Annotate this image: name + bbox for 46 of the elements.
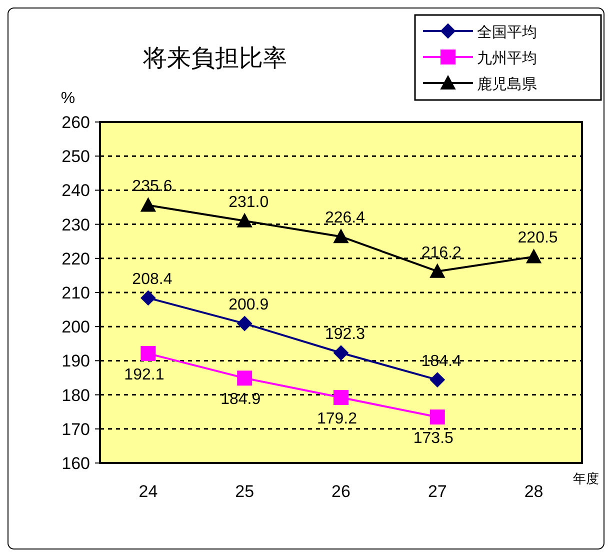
y-tick-label: 200 [62,318,90,337]
point [237,213,252,228]
data-label: 184.4 [421,352,462,370]
x-axis-title: 年度 [573,471,599,486]
y-tick-label: 250 [62,147,90,166]
point [237,370,252,386]
point [334,390,348,406]
x-tick-label: 24 [138,482,158,501]
point [140,198,156,212]
point [430,264,445,278]
legend-label: 全国平均 [477,24,537,41]
x-tick-label: 26 [332,482,350,501]
data-label: 231.0 [228,194,269,211]
data-label: 179.2 [316,410,358,428]
point [526,249,542,264]
x-tick-label: 27 [428,482,447,501]
data-label: 226.4 [324,210,366,227]
legend-label: 九州平均 [477,50,537,67]
data-label: 173.5 [413,430,454,447]
data-label: 216.2 [421,244,462,262]
y-tick-label: 160 [62,454,90,473]
point [334,345,348,360]
y-tick-label: 240 [62,181,90,200]
y-tick-label: 190 [62,352,90,371]
y-tick-label: 260 [62,113,90,132]
legend-label: 鹿児島県 [477,76,537,93]
data-label: 220.5 [518,230,558,247]
y-tick-label: 220 [62,249,90,268]
point [140,290,156,306]
data-label: 208.4 [132,270,172,288]
data-label: 200.9 [228,296,269,314]
point [334,229,348,244]
data-label: 192.3 [324,326,366,343]
y-tick-label: 210 [62,284,90,302]
point [140,346,156,362]
y-axis-title: % [60,90,76,107]
point [430,409,445,424]
x-tick-label: 25 [235,482,254,501]
data-label: 192.1 [124,366,164,384]
point [430,372,445,388]
x-tick-label: 28 [524,482,544,501]
y-tick-label: 180 [62,386,90,405]
y-tick-label: 230 [62,215,90,234]
y-tick-label: 170 [62,420,90,439]
point [237,316,252,332]
chart-title: 将来負担比率 [142,45,287,72]
